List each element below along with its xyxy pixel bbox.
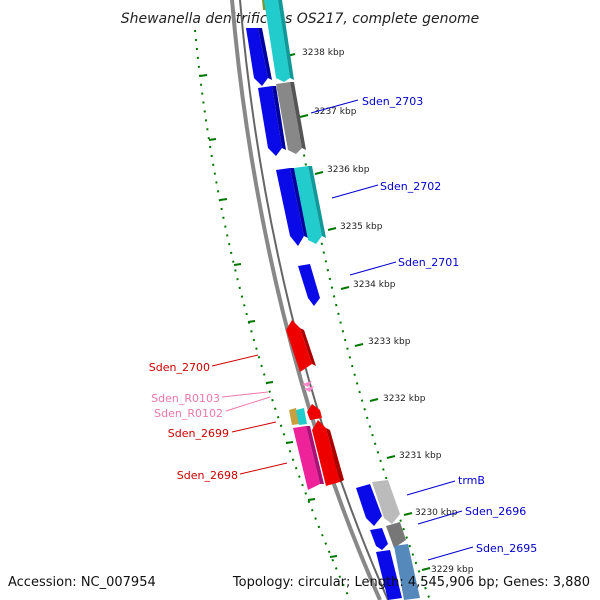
gene-reverse-shade: [326, 428, 344, 482]
left-gene-labels: Sden_2700 Sden_R0103 Sden_R0102 Sden_269…: [149, 354, 288, 482]
gene-forward-shade: [272, 86, 286, 150]
gene-label: Sden_2696: [465, 505, 526, 518]
gene-reverse-shade: [300, 328, 316, 366]
gene-label: Sden_2699: [168, 427, 229, 440]
kbp-label: 3229 kbp: [431, 565, 474, 575]
gene-reverse: [312, 420, 340, 486]
gene-rna: [304, 386, 314, 392]
gene-steel: [394, 544, 420, 600]
gene-gray-shade: [290, 82, 306, 150]
gene-label: Sden_2700: [149, 361, 210, 374]
gene-teal-shade: [278, 0, 294, 80]
gene-label: Sden_2701: [398, 256, 459, 269]
kbp-label: 3234 kbp: [353, 280, 396, 290]
gene-forward: [370, 528, 388, 550]
map-title: Shewanella denitrificans OS217, complete…: [121, 11, 480, 27]
gene-label: Sden_R0102: [154, 407, 223, 420]
kbp-label: 3232 kbp: [383, 394, 426, 404]
right-gene-labels: Sden_2703 Sden_2702 Sden_2701 trmB Sden_…: [310, 95, 537, 561]
gene-forward: [276, 168, 304, 246]
backbone-outer: [230, 0, 382, 600]
gene-magenta-shade: [306, 426, 324, 484]
gene-reverse: [307, 404, 322, 420]
gene-teal-shade: [308, 166, 326, 238]
gene-forward: [246, 28, 268, 86]
gene-teal: [294, 166, 322, 244]
gene-features: [246, 0, 420, 600]
gene-forward: [356, 484, 382, 526]
gene-label: Sden_R0103: [151, 392, 220, 405]
gene-reverse: [286, 320, 312, 372]
kbp-label: 3237 kbp: [314, 107, 357, 117]
gene-gray: [276, 82, 302, 154]
gene-forward-shade: [258, 28, 272, 80]
kbp-label: 3235 kbp: [340, 222, 383, 232]
gene-forward-shade: [290, 168, 308, 238]
kbp-label: 3238 kbp: [302, 48, 345, 58]
scale-ticks: [199, 53, 431, 571]
gene-label: Sden_2698: [177, 469, 238, 482]
gene-label: Sden_2695: [476, 542, 537, 555]
gene-forward: [298, 264, 320, 306]
accession-text: Accession: NC_007954: [8, 575, 156, 590]
gene-gray: [386, 522, 406, 548]
kbp-label: 3236 kbp: [327, 165, 370, 175]
gene-forward: [376, 550, 402, 600]
gene-magenta: [293, 426, 320, 490]
gene-teal: [296, 408, 307, 425]
gene-label: Sden_2702: [380, 180, 441, 193]
kbp-label: 3230 kbp: [415, 508, 458, 518]
backbone-inner: [239, 0, 389, 600]
gene-label: trmB: [458, 474, 485, 487]
gene-label: Sden_2703: [362, 95, 423, 108]
kbp-label: 3233 kbp: [368, 337, 411, 347]
gene-teal: [264, 0, 290, 82]
gene-rna: [302, 381, 312, 387]
kbp-labels: 3238 kbp 3237 kbp 3236 kbp 3235 kbp 3234…: [302, 48, 474, 575]
inner-scale-ring: [284, 29, 431, 600]
topology-text: Topology: circular; Length: 4,545,906 bp…: [232, 575, 590, 590]
gene-light-gray: [372, 480, 400, 524]
kbp-label: 3231 kbp: [399, 451, 442, 461]
gene-forward: [258, 86, 282, 156]
